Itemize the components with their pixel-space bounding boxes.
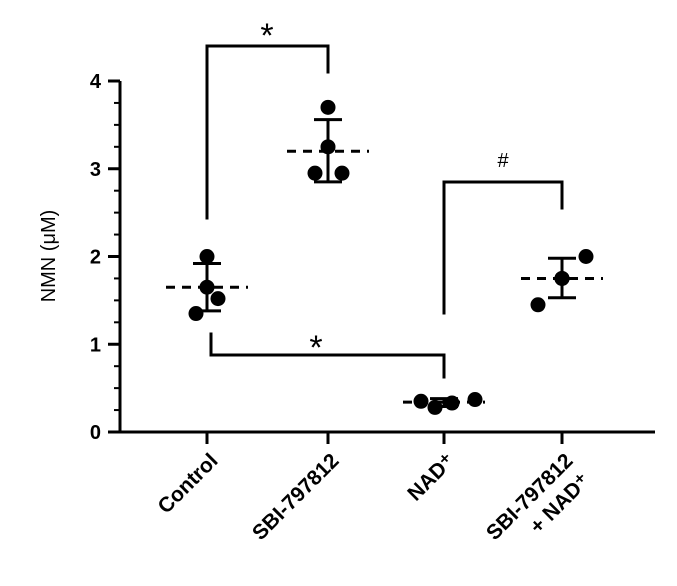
significance-label-1: *: [260, 17, 273, 55]
data-point: [307, 165, 323, 181]
data-groups: [166, 99, 603, 415]
data-point: [199, 279, 215, 295]
data-point: [554, 270, 570, 286]
data-point: [320, 139, 336, 155]
y-tick-label: 0: [90, 422, 101, 444]
y-tick-label: 1: [90, 334, 101, 356]
data-point: [199, 249, 215, 264]
significance-annotations: * * #: [205, 17, 564, 379]
data-point: [427, 399, 443, 415]
y-tick-label: 3: [90, 159, 101, 181]
significance-label-2: *: [309, 329, 322, 367]
group-0: [166, 249, 248, 322]
data-point: [444, 395, 460, 411]
y-tick-label: 2: [90, 247, 101, 269]
data-point: [467, 392, 483, 408]
data-point: [578, 249, 594, 264]
x-tick-label: SBI-797812: [248, 449, 344, 545]
data-point: [320, 99, 336, 115]
data-point: [530, 297, 546, 313]
group-1: [287, 99, 369, 184]
axes: 0 1 2 3 4: [90, 71, 655, 444]
significance-label-3: #: [497, 150, 509, 172]
x-tick-label: NAD⁺: [403, 449, 459, 505]
group-3: [521, 249, 603, 313]
x-tick-label: Control: [153, 449, 222, 518]
data-point: [413, 393, 429, 409]
data-point: [210, 291, 226, 307]
group-2: [403, 392, 485, 415]
data-point: [188, 306, 204, 322]
category-labels: Control SBI-797812 NAD⁺ SBI-797812+ NAD⁺: [153, 449, 594, 545]
y-axis-title: NMN (μM): [38, 210, 60, 303]
data-point: [334, 165, 350, 181]
y-tick-label: 4: [90, 71, 102, 93]
